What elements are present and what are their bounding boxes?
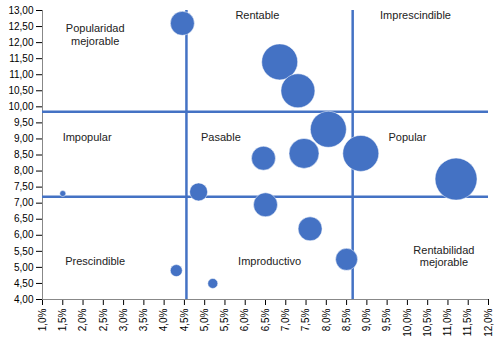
svg-text:5,0%: 5,0%	[199, 308, 210, 331]
svg-text:1,0%: 1,0%	[37, 308, 48, 331]
svg-text:Prescindible: Prescindible	[65, 255, 125, 267]
svg-text:8,50: 8,50	[14, 149, 34, 160]
svg-text:9,5%: 9,5%	[381, 308, 392, 331]
svg-text:9,50: 9,50	[14, 117, 34, 128]
svg-text:11,00: 11,00	[9, 69, 34, 80]
svg-text:5,50: 5,50	[14, 246, 34, 257]
svg-text:10,00: 10,00	[8, 101, 33, 112]
svg-text:6,5%: 6,5%	[260, 308, 271, 331]
svg-text:11,50: 11,50	[9, 53, 34, 64]
svg-text:7,0%: 7,0%	[280, 308, 291, 331]
svg-text:4,50: 4,50	[14, 278, 34, 289]
svg-text:12,0%: 12,0%	[483, 308, 494, 336]
svg-text:1,5%: 1,5%	[57, 308, 68, 331]
svg-text:8,00: 8,00	[14, 165, 34, 176]
svg-text:Rentabilidadmejorable: Rentabilidadmejorable	[413, 244, 474, 268]
svg-text:4,5%: 4,5%	[179, 308, 190, 331]
svg-text:7,00: 7,00	[14, 197, 34, 208]
svg-text:8,0%: 8,0%	[321, 308, 332, 331]
svg-text:12,00: 12,00	[8, 37, 33, 48]
svg-text:Pasable: Pasable	[201, 131, 241, 143]
svg-text:2,0%: 2,0%	[77, 308, 88, 331]
svg-text:3,5%: 3,5%	[138, 308, 149, 331]
svg-text:7,50: 7,50	[14, 181, 34, 192]
svg-text:7,5%: 7,5%	[300, 308, 311, 331]
svg-text:10,50: 10,50	[8, 85, 33, 96]
svg-text:6,50: 6,50	[14, 213, 34, 224]
svg-text:6,0%: 6,0%	[239, 308, 250, 331]
svg-text:Popular: Popular	[388, 131, 426, 143]
svg-text:5,5%: 5,5%	[219, 308, 230, 331]
svg-text:12,50: 12,50	[8, 21, 33, 32]
svg-text:10,5%: 10,5%	[422, 308, 433, 336]
svg-text:4,00: 4,00	[14, 294, 34, 305]
svg-text:Popularidadmejorable: Popularidadmejorable	[66, 22, 125, 46]
svg-text:11,0%: 11,0%	[442, 308, 453, 336]
svg-text:2,5%: 2,5%	[98, 308, 109, 331]
svg-text:Rentable: Rentable	[235, 9, 279, 21]
svg-text:3,0%: 3,0%	[118, 308, 129, 331]
svg-text:Imprescindible: Imprescindible	[380, 9, 451, 21]
svg-text:5,00: 5,00	[14, 262, 34, 273]
svg-text:11,5%: 11,5%	[462, 308, 473, 336]
svg-text:10,0%: 10,0%	[402, 308, 413, 336]
svg-text:4,0%: 4,0%	[158, 308, 169, 331]
svg-text:9,0%: 9,0%	[361, 308, 372, 331]
svg-text:8,5%: 8,5%	[341, 308, 352, 331]
svg-text:Improductivo: Improductivo	[238, 255, 301, 267]
svg-text:13,00: 13,00	[8, 5, 33, 16]
svg-text:Impopular: Impopular	[63, 131, 112, 143]
svg-text:6,00: 6,00	[14, 229, 34, 240]
svg-text:9,00: 9,00	[14, 133, 34, 144]
